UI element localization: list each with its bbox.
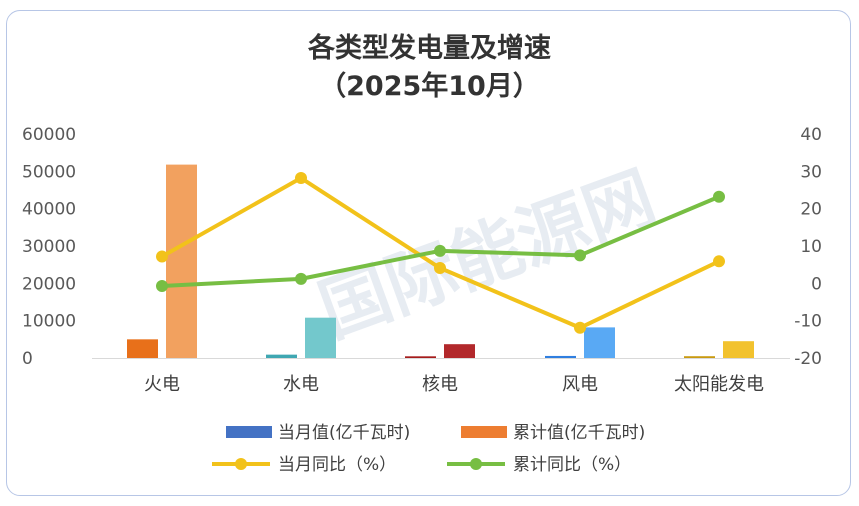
legend-marker: [470, 458, 482, 470]
legend-label: 累计同比（%）: [513, 455, 631, 475]
legend-swatch: [461, 426, 507, 438]
bar-cumulative-value: [584, 327, 615, 358]
point-monthly-yoy: [574, 321, 586, 334]
bar-monthly-value: [545, 355, 576, 358]
bar-monthly-value: [127, 339, 158, 358]
bar-cumulative-value: [444, 344, 475, 358]
x-tick-label: 水电: [283, 374, 319, 395]
legend-label: 当月同比（%）: [278, 455, 396, 475]
right-y-tick-label: 0: [811, 274, 822, 294]
watermark-layer: 国际能源网: [309, 156, 666, 353]
x-tick-label: 风电: [562, 374, 598, 395]
point-monthly-yoy: [295, 172, 307, 185]
point-cumulative-yoy: [434, 244, 446, 257]
line-series: [156, 172, 725, 334]
left-y-tick-label: 10000: [22, 312, 76, 332]
x-tick-label: 火电: [144, 374, 180, 395]
right-y-tick-label: -20: [794, 349, 822, 369]
point-cumulative-yoy: [713, 190, 725, 203]
right-y-tick-label: 30: [800, 162, 822, 182]
legend-marker: [235, 458, 247, 470]
x-tick-label: 太阳能发电: [674, 374, 764, 395]
left-y-tick-label: 50000: [22, 162, 76, 182]
left-y-tick-label: 0: [22, 349, 33, 369]
x-tick-label: 核电: [422, 374, 458, 395]
right-y-tick-label: -10: [794, 312, 822, 332]
x-axis-labels: 火电 水电 核电 风电 太阳能发电: [144, 374, 764, 395]
legend-label: 累计值(亿千瓦时): [513, 423, 645, 443]
bar-monthly-value: [266, 354, 297, 358]
legend: 当月值(亿千瓦时) 累计值(亿千瓦时) 当月同比（%） 累计同比（%）: [212, 423, 645, 475]
point-monthly-yoy: [713, 255, 725, 268]
bar-monthly-value: [405, 356, 436, 358]
left-y-tick-label: 60000: [22, 125, 76, 145]
bar-series: [92, 164, 790, 359]
left-y-tick-label: 20000: [22, 274, 76, 294]
point-cumulative-yoy: [574, 249, 586, 262]
bar-cumulative-value: [723, 341, 754, 358]
bar-monthly-value: [684, 356, 715, 358]
legend-label: 当月值(亿千瓦时): [278, 423, 410, 443]
chart-title: 各类型发电量及增速: [308, 33, 551, 64]
right-y-axis: -20 -10 0 10 20 30 40: [794, 125, 822, 369]
chart-subtitle: （2025年10月）: [319, 71, 540, 102]
left-y-tick-label: 40000: [22, 200, 76, 220]
right-y-tick-label: 40: [800, 125, 822, 145]
right-y-tick-label: 10: [800, 237, 822, 257]
watermark-text: 国际能源网: [309, 156, 666, 353]
point-monthly-yoy: [156, 250, 168, 263]
right-y-tick-label: 20: [800, 200, 822, 220]
point-monthly-yoy: [434, 262, 446, 275]
left-y-axis: 0 10000 20000 30000 40000 50000 60000: [22, 125, 76, 369]
bar-cumulative-value: [305, 317, 336, 358]
point-cumulative-yoy: [295, 272, 307, 285]
left-y-tick-label: 30000: [22, 237, 76, 257]
point-cumulative-yoy: [156, 279, 168, 292]
bar-cumulative-value: [166, 164, 197, 358]
legend-swatch: [226, 426, 272, 438]
